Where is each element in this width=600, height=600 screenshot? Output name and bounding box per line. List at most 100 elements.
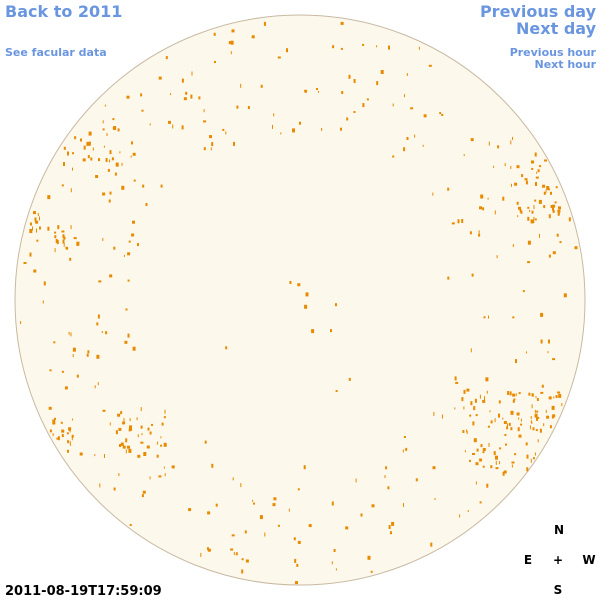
facula [478, 233, 481, 237]
facula [119, 151, 121, 154]
facula [543, 423, 545, 427]
facula [490, 420, 493, 424]
next-day-link[interactable]: Next day [516, 19, 597, 38]
facula [122, 421, 126, 425]
facula [260, 84, 263, 88]
facula [482, 465, 485, 468]
facula [102, 120, 104, 124]
facula [410, 107, 414, 110]
previous-day-link[interactable]: Previous day [480, 2, 597, 21]
facula [502, 471, 505, 476]
back-link[interactable]: Back to 2011 [5, 2, 122, 21]
facula [439, 112, 442, 115]
facula [102, 409, 106, 412]
facula [181, 78, 184, 83]
facula [535, 429, 538, 432]
facula [479, 458, 483, 462]
facula [253, 502, 255, 505]
facula [228, 41, 231, 45]
facula [463, 389, 466, 394]
facula [87, 155, 90, 159]
facula [241, 558, 244, 561]
facula [526, 454, 529, 459]
facula [112, 118, 115, 121]
facula [519, 209, 522, 213]
facula [530, 219, 534, 224]
next-hour-link[interactable]: Next hour [535, 58, 597, 71]
facula [482, 207, 485, 211]
facula [525, 180, 528, 185]
facula [561, 403, 563, 407]
facula [534, 218, 537, 221]
facula [311, 329, 315, 334]
facula [467, 510, 469, 512]
facula [331, 501, 334, 506]
facula [64, 386, 68, 390]
facula [149, 123, 151, 126]
facula [109, 150, 112, 155]
facula [391, 521, 395, 526]
facula [102, 238, 104, 241]
facula [461, 219, 464, 223]
facula [516, 165, 520, 169]
facula [482, 451, 485, 454]
facula [546, 415, 550, 419]
facula [539, 165, 542, 168]
facula [548, 396, 552, 400]
facula [418, 46, 420, 50]
facula [406, 73, 408, 76]
previous-hour-link[interactable]: Previous hour [510, 46, 597, 59]
facula [366, 98, 369, 101]
facula [172, 124, 174, 129]
facula [536, 410, 539, 413]
facula [539, 428, 542, 433]
facula [552, 209, 555, 213]
facula [316, 88, 318, 90]
facula [503, 470, 507, 474]
facula [495, 467, 499, 470]
facula [541, 384, 544, 388]
facula [457, 219, 460, 224]
facula [156, 454, 159, 458]
facula [470, 138, 474, 142]
facula [129, 418, 131, 422]
facula [531, 404, 533, 409]
facula [486, 390, 488, 394]
facula [222, 128, 225, 131]
facula [71, 434, 74, 438]
facula [434, 498, 436, 500]
facula [68, 331, 70, 335]
facula [29, 252, 32, 257]
facula [69, 443, 71, 446]
facula [538, 199, 542, 204]
facula [497, 145, 500, 149]
facula [225, 346, 228, 350]
facula [225, 131, 227, 135]
facula [530, 458, 532, 463]
facula [545, 189, 547, 193]
facula [36, 239, 39, 242]
facula [509, 391, 512, 396]
facula [478, 230, 480, 234]
facula [527, 261, 531, 264]
facula [160, 436, 162, 439]
facula [104, 454, 105, 458]
facula [65, 246, 68, 249]
facula [123, 254, 125, 257]
facula [516, 412, 520, 416]
facula [118, 427, 122, 431]
facular-link[interactable]: See facular data [5, 46, 107, 59]
facula [147, 427, 150, 431]
facula [161, 422, 164, 426]
facula [533, 457, 535, 460]
facula [39, 226, 41, 230]
facula [532, 427, 535, 431]
facula [33, 211, 36, 215]
facula [556, 233, 559, 237]
facula [125, 438, 128, 443]
facula [160, 184, 163, 188]
facula [289, 281, 292, 284]
facula [143, 452, 145, 456]
facula [517, 427, 520, 432]
